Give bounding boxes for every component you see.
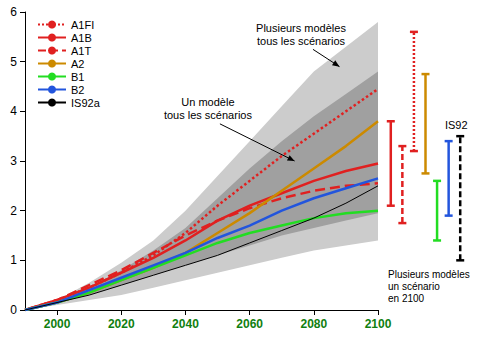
svg-text:tous les scénarios: tous les scénarios xyxy=(257,35,346,47)
svg-text:6: 6 xyxy=(10,5,17,19)
svg-text:A1T: A1T xyxy=(71,45,91,57)
svg-text:2: 2 xyxy=(10,204,17,218)
svg-text:3: 3 xyxy=(10,154,17,168)
svg-text:A2: A2 xyxy=(71,58,84,70)
svg-text:IS92: IS92 xyxy=(445,119,468,131)
svg-text:2080: 2080 xyxy=(300,317,327,331)
svg-text:2100: 2100 xyxy=(365,317,392,331)
svg-text:en 2100: en 2100 xyxy=(388,293,425,304)
svg-text:B2: B2 xyxy=(71,84,84,96)
svg-text:tous les scénarios: tous les scénarios xyxy=(164,109,253,121)
svg-text:2000: 2000 xyxy=(44,317,71,331)
svg-text:2040: 2040 xyxy=(172,317,199,331)
svg-text:un scénario: un scénario xyxy=(388,281,440,292)
svg-text:1: 1 xyxy=(10,253,17,267)
svg-text:A1FI: A1FI xyxy=(71,19,94,31)
svg-text:A1B: A1B xyxy=(71,32,92,44)
svg-text:B1: B1 xyxy=(71,71,84,83)
svg-text:0: 0 xyxy=(10,303,17,317)
svg-text:5: 5 xyxy=(10,55,17,69)
svg-text:Un modèle: Un modèle xyxy=(181,96,234,108)
svg-text:IS92a: IS92a xyxy=(71,97,101,109)
svg-text:Plusieurs modèles: Plusieurs modèles xyxy=(256,22,346,34)
svg-text:2020: 2020 xyxy=(108,317,135,331)
svg-text:4: 4 xyxy=(10,104,17,118)
svg-text:Plusieurs modèles: Plusieurs modèles xyxy=(388,269,470,280)
svg-text:2060: 2060 xyxy=(236,317,263,331)
